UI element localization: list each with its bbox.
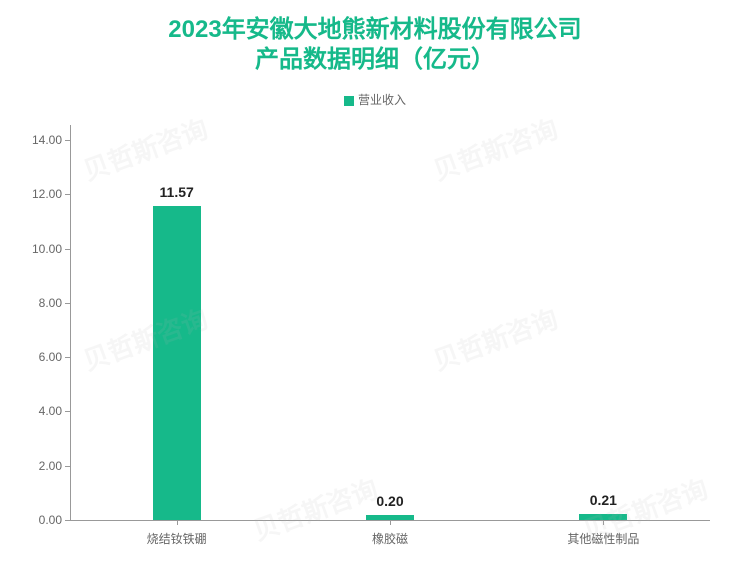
xtick-mark bbox=[390, 520, 391, 525]
ytick-mark bbox=[65, 140, 70, 141]
xtick-label: 其他磁性制品 bbox=[567, 530, 639, 547]
xtick-mark bbox=[177, 520, 178, 525]
bar-value-label: 0.20 bbox=[366, 493, 414, 509]
legend-label: 营业收入 bbox=[358, 93, 406, 107]
ytick-label: 8.00 bbox=[39, 296, 62, 310]
bar-value-label: 11.57 bbox=[153, 184, 201, 200]
ytick-mark bbox=[65, 466, 70, 467]
legend-marker bbox=[344, 96, 354, 106]
bar: 11.57 bbox=[153, 206, 201, 520]
chart-title-line2: 产品数据明细（亿元） bbox=[0, 45, 750, 75]
ytick-label: 10.00 bbox=[32, 242, 62, 256]
ytick-label: 4.00 bbox=[39, 404, 62, 418]
xtick-mark bbox=[603, 520, 604, 525]
ytick-mark bbox=[65, 249, 70, 250]
ytick-label: 6.00 bbox=[39, 350, 62, 364]
ytick-label: 0.00 bbox=[39, 513, 62, 527]
ytick-mark bbox=[65, 194, 70, 195]
ytick-mark bbox=[65, 303, 70, 304]
chart-title: 2023年安徽大地熊新材料股份有限公司 产品数据明细（亿元） bbox=[0, 0, 750, 75]
ytick-label: 14.00 bbox=[32, 133, 62, 147]
y-axis-line bbox=[70, 125, 71, 520]
chart-title-line1: 2023年安徽大地熊新材料股份有限公司 bbox=[0, 15, 750, 45]
xtick-label: 烧结钕铁硼 bbox=[147, 530, 207, 547]
ytick-label: 12.00 bbox=[32, 187, 62, 201]
ytick-mark bbox=[65, 411, 70, 412]
xtick-label: 橡胶磁 bbox=[372, 530, 408, 547]
ytick-label: 2.00 bbox=[39, 459, 62, 473]
ytick-mark bbox=[65, 357, 70, 358]
legend: 营业收入 bbox=[0, 91, 750, 108]
bar-value-label: 0.21 bbox=[579, 492, 627, 508]
ytick-mark bbox=[65, 520, 70, 521]
chart-plot-area: 0.002.004.006.008.0010.0012.0014.0011.57… bbox=[70, 140, 710, 520]
